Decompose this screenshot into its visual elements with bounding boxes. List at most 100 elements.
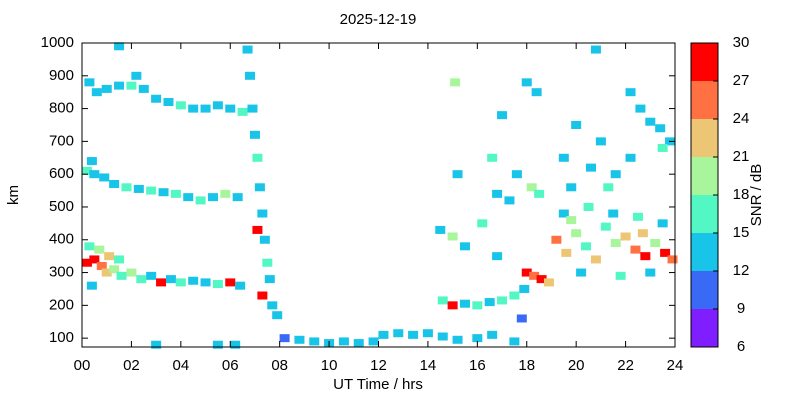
radar-echo	[497, 296, 508, 305]
y-tick-label: 1000	[41, 34, 74, 51]
radar-echo	[121, 183, 132, 192]
radar-echo	[435, 225, 446, 234]
radar-echo	[257, 291, 268, 300]
radar-echo	[667, 255, 678, 264]
colorbar-tick-label: 27	[733, 72, 750, 89]
radar-echo	[254, 183, 265, 192]
x-tick-label: 22	[617, 357, 634, 374]
colorbar-band	[691, 81, 718, 119]
radar-echo	[625, 88, 636, 97]
radar-echo	[625, 153, 636, 162]
chart-title: 2025-12-19	[340, 11, 417, 28]
radar-echo	[138, 84, 149, 93]
radar-echo	[94, 245, 105, 254]
radar-echo	[529, 271, 540, 280]
x-axis-label: UT Time / hrs	[333, 376, 423, 393]
radar-echo	[497, 111, 508, 120]
y-axis-label: km	[5, 185, 22, 205]
radar-echo	[585, 163, 596, 172]
radar-echo	[521, 268, 532, 277]
radar-echo	[146, 271, 157, 280]
colorbar-band	[691, 309, 718, 347]
radar-echo	[519, 284, 530, 293]
radar-echo	[590, 45, 601, 54]
radar-echo	[615, 271, 626, 280]
radar-echo	[459, 299, 470, 308]
radar-echo	[207, 193, 218, 202]
radar-echo	[452, 170, 463, 179]
radar-echo	[86, 281, 97, 290]
radar-echo	[408, 330, 419, 339]
colorbar-band	[691, 195, 718, 233]
radar-echo	[566, 183, 577, 192]
radar-echo	[89, 255, 100, 264]
radar-echo	[472, 301, 483, 310]
y-tick-label: 500	[49, 198, 74, 215]
y-tick-label: 700	[49, 132, 74, 149]
radar-echo	[610, 239, 621, 248]
radar-echo	[267, 301, 278, 310]
radar-echo	[581, 242, 592, 251]
radar-echo	[183, 193, 194, 202]
x-tick-label: 18	[518, 357, 535, 374]
radar-echo	[114, 81, 125, 90]
radar-echo	[212, 280, 223, 289]
radar-echo	[81, 258, 92, 267]
colorbar-tick-label: 12	[733, 262, 750, 279]
x-tick-label: 10	[321, 357, 338, 374]
radar-echo	[610, 170, 621, 179]
radar-echo	[452, 335, 463, 344]
radar-echo	[378, 330, 389, 339]
x-tick-label: 00	[74, 357, 91, 374]
radar-echo	[252, 225, 263, 234]
radar-echo	[576, 268, 587, 277]
radar-echo	[516, 314, 527, 323]
radar-echo	[645, 268, 656, 277]
radar-echo	[99, 173, 110, 182]
radar-echo	[509, 291, 520, 300]
radar-echo	[91, 88, 102, 97]
colorbar-tick-label: 30	[733, 34, 750, 51]
radar-echo	[635, 104, 646, 113]
radar-echo	[558, 153, 569, 162]
radar-echo	[232, 193, 243, 202]
colorbar-tick-label: 6	[737, 338, 745, 355]
radar-echo	[245, 71, 256, 80]
radar-echo	[566, 216, 577, 225]
colorbar-tick-label: 9	[737, 300, 745, 317]
radar-echo	[509, 337, 520, 346]
colorbar-band	[691, 157, 718, 195]
radar-echo	[195, 196, 206, 205]
y-tick-label: 200	[49, 296, 74, 313]
x-tick-label: 14	[420, 357, 437, 374]
colorbar-tick-label: 24	[733, 110, 750, 127]
radar-echo	[126, 81, 137, 90]
x-tick-label: 02	[123, 357, 140, 374]
x-tick-label: 12	[370, 357, 387, 374]
radar-echo	[249, 130, 260, 139]
radar-echo	[114, 42, 125, 51]
radar-echo	[531, 88, 542, 97]
radar-echo	[163, 98, 174, 107]
radar-echo	[237, 107, 248, 116]
radar-echo	[487, 330, 498, 339]
radar-echo	[200, 104, 211, 113]
radar-echo	[212, 340, 223, 349]
radar-echo	[165, 275, 176, 284]
radar-echo	[353, 339, 364, 348]
radar-echo	[116, 271, 127, 280]
radar-echo	[630, 245, 641, 254]
radar-echo	[600, 222, 611, 231]
radar-echo	[89, 170, 100, 179]
radar-echo	[84, 78, 95, 87]
radar-echo	[536, 275, 547, 284]
radar-echo	[264, 275, 275, 284]
radar-echo	[655, 124, 666, 133]
radar-echo	[170, 189, 181, 198]
x-tick-label: 16	[469, 357, 486, 374]
y-tick-label: 900	[49, 67, 74, 84]
radar-echo	[84, 242, 95, 251]
radar-echo	[247, 104, 258, 113]
radar-echo	[158, 188, 169, 197]
radar-echo	[657, 143, 668, 152]
